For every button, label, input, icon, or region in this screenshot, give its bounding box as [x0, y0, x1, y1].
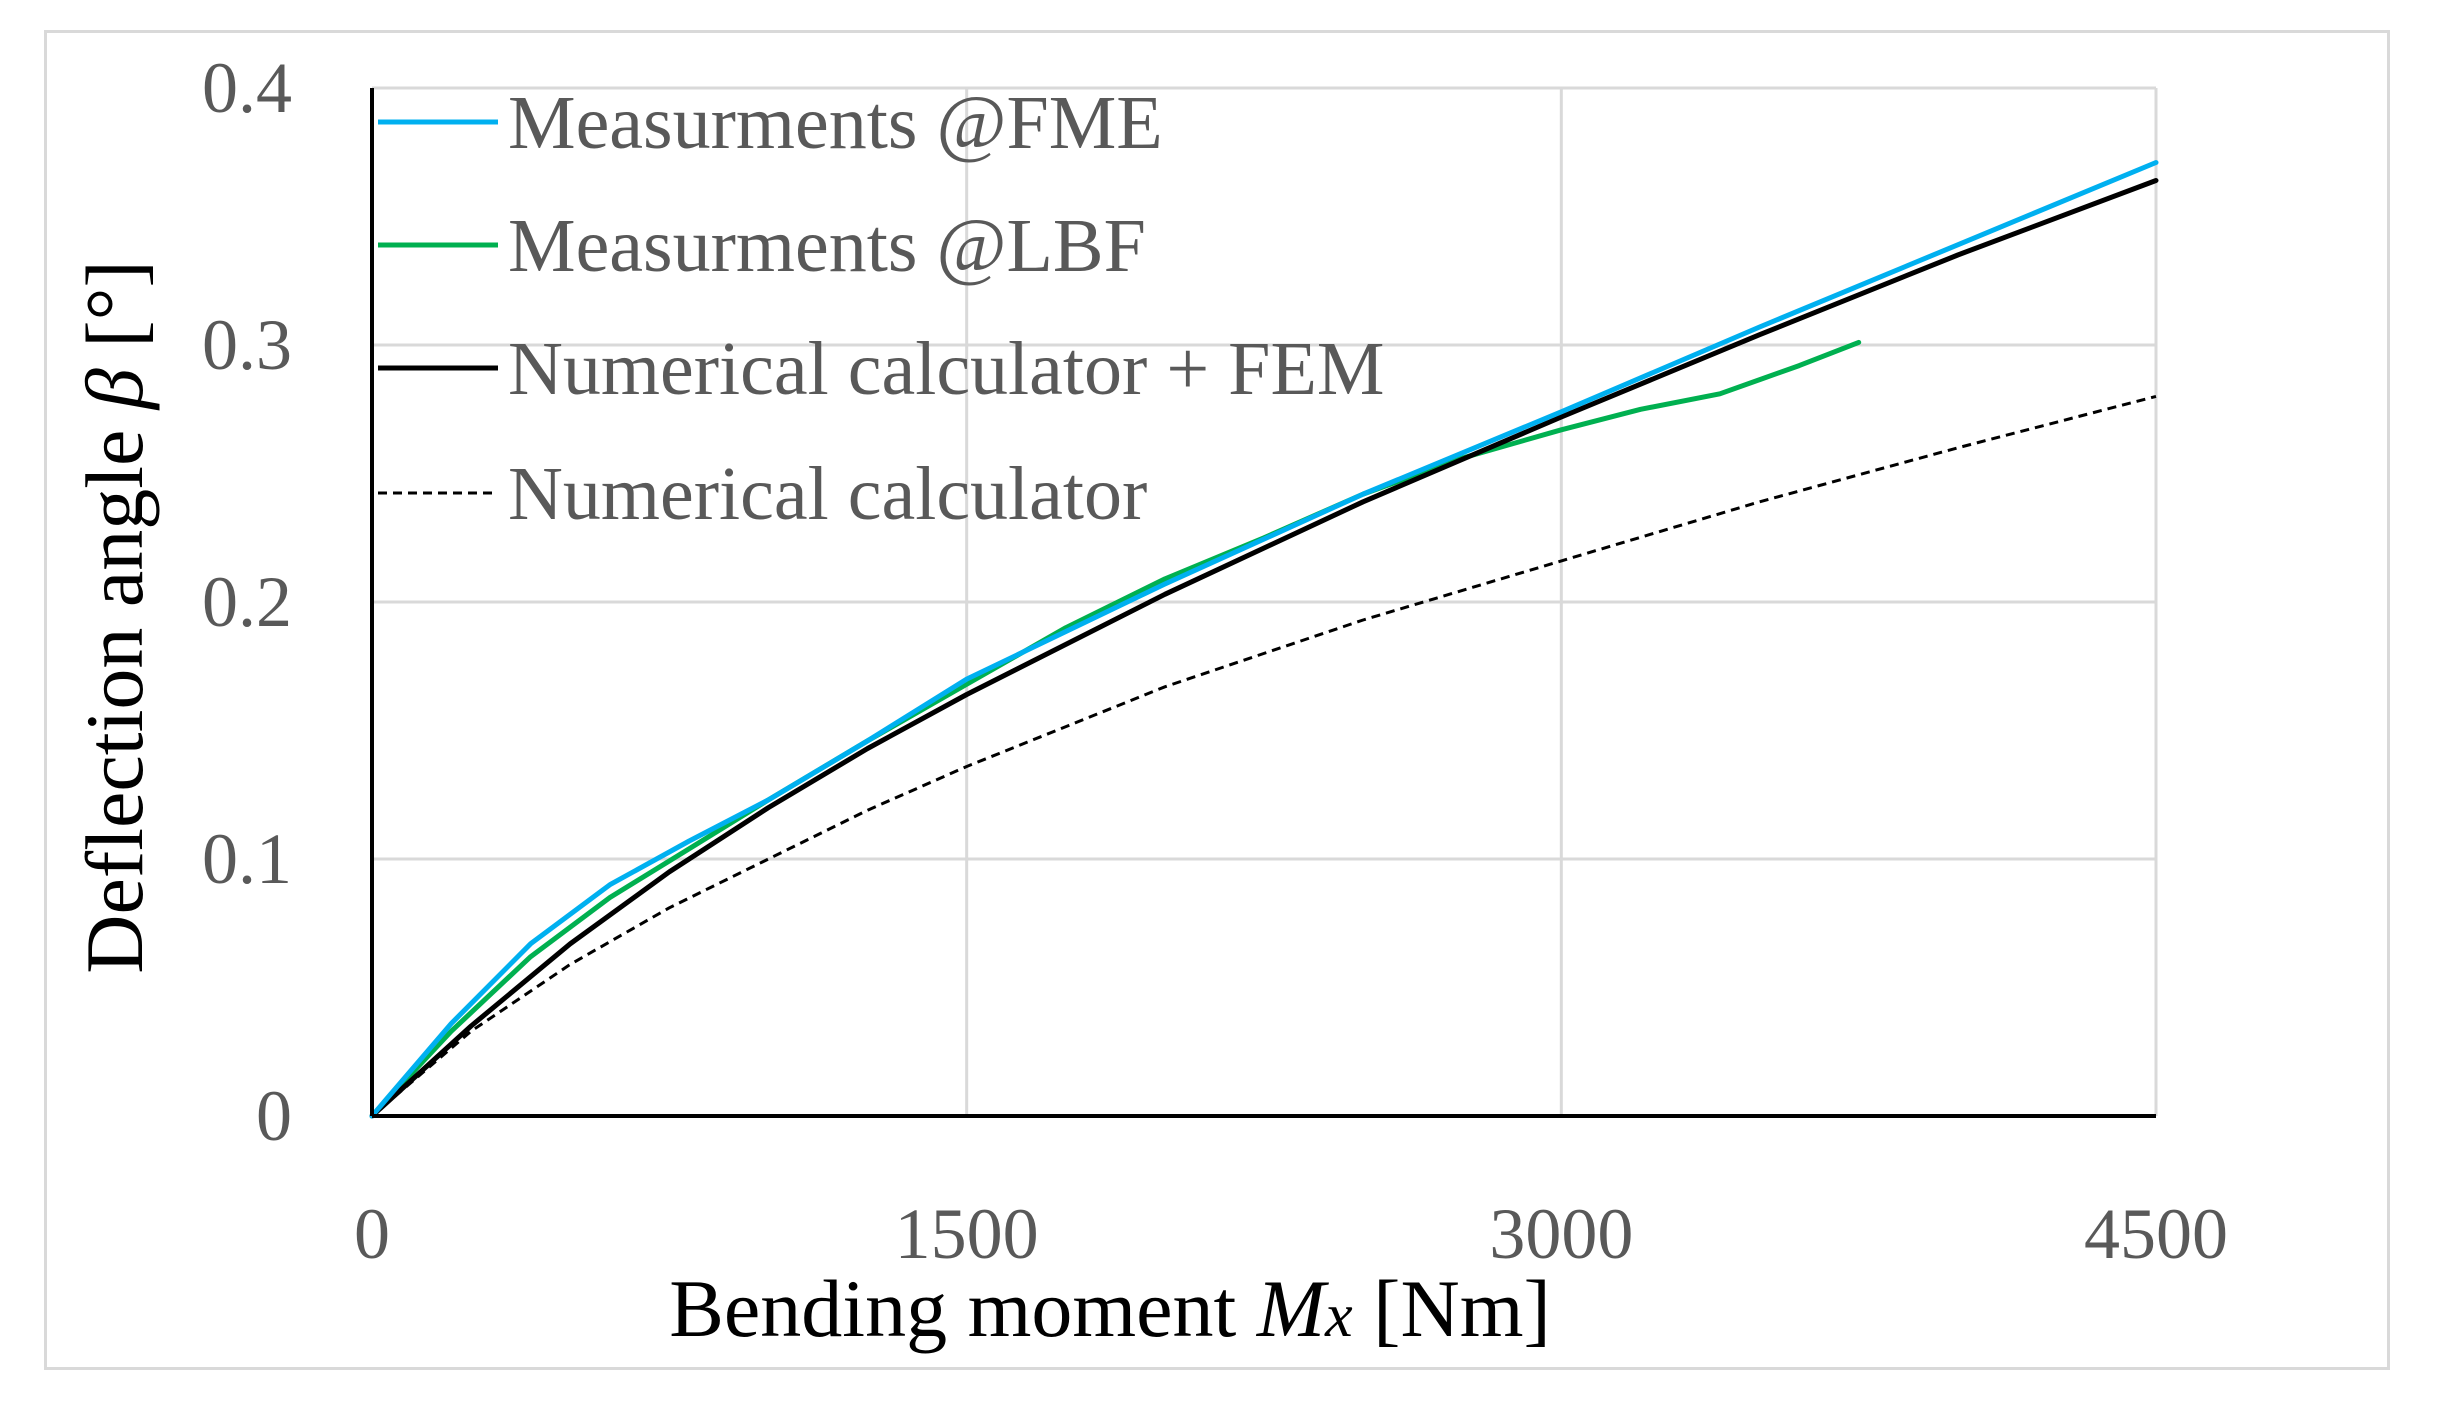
x-tick-label: 1500 [895, 1194, 1039, 1274]
series-line-3 [371, 394, 2157, 1118]
ticks-layer: 0 0.1 0.2 0.3 0.4 0 1500 3000 4500 [202, 48, 2228, 1274]
legend-label: Numerical calculator [508, 452, 1147, 536]
series-line-1 [369, 339, 1862, 1119]
y-tick-label: 0.4 [202, 48, 292, 128]
series-layer [369, 160, 2159, 1119]
x-tick-label: 0 [354, 1194, 390, 1274]
series-line-2 [369, 178, 2159, 1119]
legend-label: Measurments @FME [508, 81, 1163, 165]
y-tick-label: 0.1 [202, 819, 292, 899]
y-tick-label: 0.3 [202, 305, 292, 385]
series-line-0 [369, 160, 2159, 1119]
y-tick-label: 0.2 [202, 562, 292, 642]
x-axis-title: Bending moment Mx [Nm] [669, 1263, 1551, 1354]
x-tick-label: 3000 [1489, 1194, 1633, 1274]
x-tick-label: 4500 [2084, 1194, 2228, 1274]
chart-frame [44, 30, 2390, 1370]
legend-label: Numerical calculator + FEM [508, 327, 1384, 411]
axes-layer [370, 88, 2156, 1118]
legend-label: Measurments @LBF [508, 204, 1146, 288]
legend: Measurments @FME Measurments @LBF Numerica… [378, 81, 1384, 536]
y-axis-title: Deflection angle β [°] [69, 260, 160, 973]
y-tick-label: 0 [256, 1076, 292, 1156]
